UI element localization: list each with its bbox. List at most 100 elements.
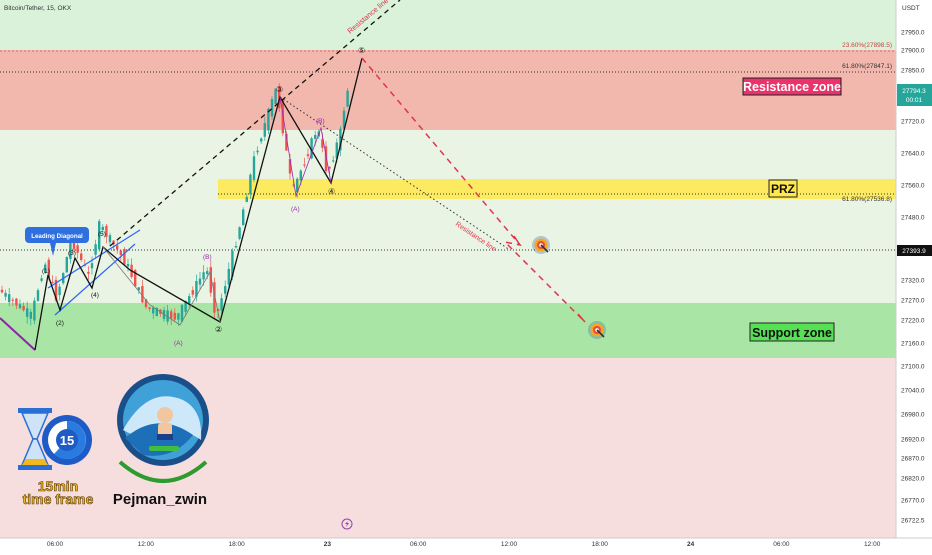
wave-label-1: (1) (42, 268, 50, 275)
candle-body (285, 133, 288, 151)
price-tick-label: 27950.0 (901, 30, 925, 37)
candle-body (191, 290, 194, 295)
candle-body (134, 270, 137, 287)
time-tick-label: 06:00 (410, 541, 427, 548)
candle-body (342, 110, 346, 129)
price-tick-label: 26920.0 (901, 437, 925, 444)
prz-label-box: PRZ (768, 179, 798, 198)
time-tick-label: 06:00 (773, 541, 790, 548)
candle-body (119, 250, 122, 255)
time-tick-label: 23 (324, 541, 332, 548)
time-tick-label: 12:00 (501, 541, 518, 548)
time-tick-label: 24 (687, 541, 695, 548)
bg-upper-band (0, 0, 896, 50)
price-tick-label: 27560.0 (901, 183, 925, 190)
candle-body (94, 244, 97, 255)
candle-body (335, 142, 338, 159)
candle-body (101, 226, 104, 230)
projection-arrow-1 (513, 235, 521, 246)
price-tick-label: 27850.0 (901, 68, 925, 75)
candle-body (40, 278, 43, 281)
fib-label-top: 23.60%(27898.5) (842, 42, 892, 49)
candle-body (123, 249, 126, 265)
candle-body (220, 298, 223, 311)
hourglass-icon (18, 408, 52, 470)
clock-icon: 15 (42, 415, 92, 465)
candle-body (141, 286, 144, 303)
candle-body (267, 108, 270, 131)
author-avatar (117, 374, 209, 466)
time-tick-label: 18:00 (228, 541, 245, 548)
corrective-zigzag-1 (102, 246, 221, 326)
candle-body (112, 240, 115, 245)
fib-label-mid: 61.80%(27847.1) (842, 63, 892, 70)
candles (0, 83, 349, 326)
candle-body (260, 138, 263, 142)
candle-body (274, 88, 277, 105)
candle-body (87, 271, 90, 274)
candle-body (238, 227, 241, 239)
candle-body (33, 300, 36, 321)
candle-body (65, 257, 68, 273)
candle-body (155, 308, 158, 317)
candle-body (299, 170, 302, 181)
price-tick-label: 26722.5 (901, 518, 925, 525)
candle-body (0, 289, 4, 293)
price-tick-label: 27100.0 (901, 364, 925, 371)
candle-body (278, 86, 281, 109)
candle-body (177, 313, 180, 320)
candle-body (144, 299, 148, 308)
timeframe-line2: time frame (23, 491, 94, 507)
price-tick-label: 27160.0 (901, 341, 925, 348)
candle-body (69, 242, 72, 259)
candle-body (80, 253, 83, 260)
time-tick-label: 12:00 (864, 541, 881, 548)
candle-body (328, 166, 331, 169)
resistance-line-upper (109, 0, 401, 247)
wave-label-circ2: ② (215, 325, 222, 334)
candle-body (173, 312, 176, 320)
candle-body (303, 164, 306, 166)
wave-label-3: (3) (68, 250, 76, 257)
candle-body (249, 174, 252, 195)
candle-body (209, 267, 212, 293)
candle-body (332, 160, 335, 162)
price-tick-label: 27480.0 (901, 215, 925, 222)
candle-body (22, 305, 25, 311)
target-icon (588, 321, 606, 339)
candle-body (198, 278, 202, 285)
candle-body (105, 225, 108, 237)
symbol-title: Bitcoin/Tether, 15, OKX (4, 5, 72, 12)
projection-path (361, 57, 586, 323)
price-tick-label: 26820.0 (901, 476, 925, 483)
candle-body (76, 245, 79, 253)
candle-body (206, 271, 209, 274)
last-price-value: 27393.9 (902, 248, 926, 255)
candle-body (256, 150, 259, 153)
candle-body (245, 196, 248, 202)
support-zone-label-box: Support zone (749, 322, 835, 342)
wave-label-b1: (B) (203, 254, 212, 261)
leading-diagonal-label: Leading Diagonal (31, 233, 83, 240)
candle-body (314, 135, 317, 139)
last-price-badge: 27393.9 (897, 245, 932, 256)
lightning-icon[interactable] (341, 518, 353, 530)
candle-body (126, 264, 130, 267)
price-tick-label: 26980.0 (901, 412, 925, 419)
time-axis[interactable] (0, 538, 932, 550)
candle-body (202, 272, 205, 280)
time-ticks: 06:00 12:00 18:00 23 06:00 12:00 18:00 24 06:00 1… (47, 541, 881, 548)
time-tick-label: 12:00 (138, 541, 155, 548)
candle-body (321, 139, 324, 148)
target-icon (532, 236, 550, 254)
support-zone-label: Support zone (752, 326, 832, 340)
candle-body (270, 99, 274, 117)
candle-body (47, 259, 50, 278)
price-tick-label: 26870.0 (901, 456, 925, 463)
price-tick-label: 27640.0 (901, 151, 925, 158)
corrective-zigzag-2 (279, 96, 332, 198)
wave-label-a1: (A) (174, 340, 183, 347)
candle-body (231, 250, 234, 277)
candle-body (108, 235, 112, 243)
wave-labels: (1) (2) (3) (4) (5) (B) (A) ② ③ (B) (A) … (42, 46, 365, 347)
